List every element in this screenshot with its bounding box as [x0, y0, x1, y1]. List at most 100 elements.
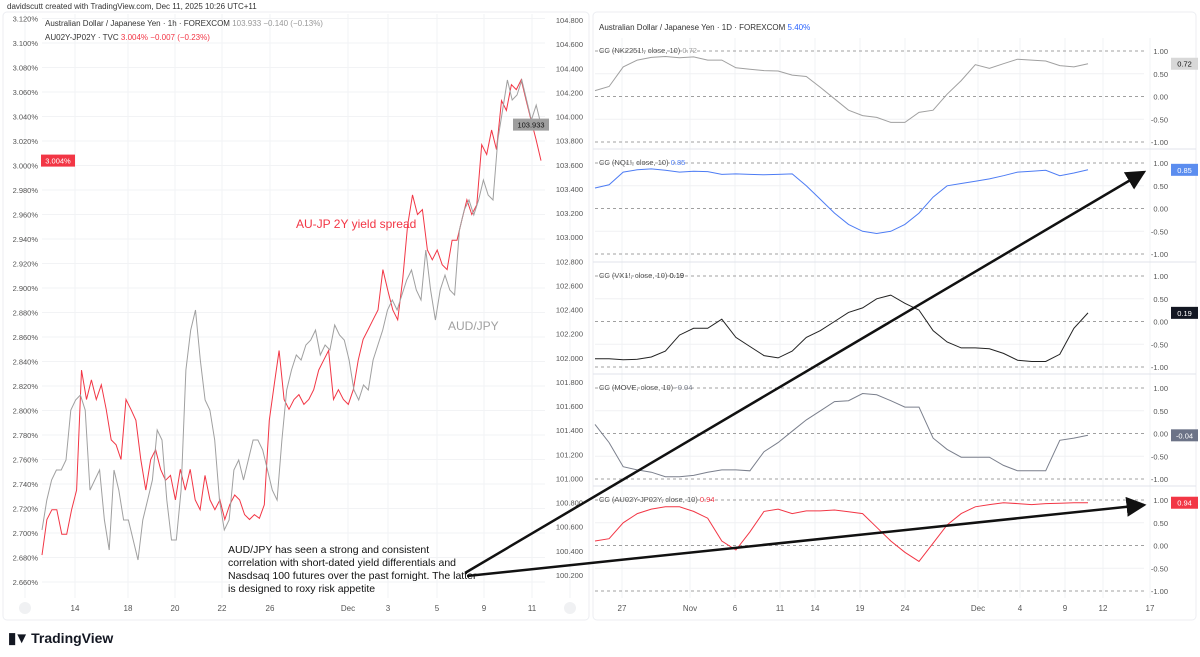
last-value-tag-text: -0.04: [1176, 431, 1193, 440]
right-axis-tick-label: 101.400: [556, 426, 583, 435]
x-tick-label: 3: [386, 604, 391, 613]
right-axis-tick-label: 104.600: [556, 40, 583, 49]
nk225-pane-legend: CC (NK2251!, close, 10) 0.72: [599, 46, 697, 55]
right-axis-tick-label: 103.800: [556, 137, 583, 146]
y-tick-label: -1.00: [1151, 138, 1168, 147]
x-tick-label: 24: [901, 604, 910, 613]
legend-last: 3.004%: [120, 33, 149, 42]
right-axis-tick-label: 101.000: [556, 474, 583, 483]
y-tick-label: -1.00: [1151, 475, 1168, 484]
pane-legend-value: 0.94: [700, 495, 715, 504]
legend-change: −0.140 (−0.13%): [263, 19, 323, 28]
x-tick-label: 27: [618, 604, 627, 613]
left-axis-tick-label: 2.900%: [13, 284, 39, 293]
x-tick-label: 14: [71, 604, 80, 613]
y-tick-label: 1.00: [1153, 47, 1168, 56]
arrow-to-nq-correlation: [464, 170, 1147, 575]
left-axis-tick-label: 2.960%: [13, 211, 39, 220]
right-axis-tick-label: 104.400: [556, 64, 583, 73]
right-axis-tick-label: 102.800: [556, 257, 583, 266]
left-axis-tick-label: 2.680%: [13, 554, 39, 563]
x-tick-label: 19: [856, 604, 865, 613]
left-axis-tick-label: 3.120%: [13, 15, 39, 24]
legend-symbol: Australian Dollar / Japanese Yen · 1h · …: [45, 19, 230, 28]
right-axis-tick-label: 102.400: [556, 306, 583, 315]
y-tick-label: 0.00: [1153, 430, 1168, 439]
right-axis-tick-label: 104.000: [556, 113, 583, 122]
left-axis-tick-label: 2.940%: [13, 235, 39, 244]
y-tick-label: 0.00: [1153, 542, 1168, 551]
left-axis-tick-label: 3.060%: [13, 88, 39, 97]
y-tick-label: -0.50: [1151, 340, 1168, 349]
x-tick-label: 5: [435, 604, 440, 613]
right-panel: [592, 11, 1197, 621]
legend-spread[interactable]: AU02Y-JP02Y · TVC 3.004% −0.007 (−0.23%): [45, 33, 210, 42]
y-tick-label: -1.00: [1151, 363, 1168, 372]
last-value-tag-audjpy: [513, 118, 549, 131]
left-axis-tick-label: 3.080%: [13, 64, 39, 73]
y-tick-label: 0.50: [1153, 295, 1168, 304]
left-axis-tick-label: 2.800%: [13, 407, 39, 416]
y-tick-label: 0.00: [1153, 318, 1168, 327]
au02y-jp02y-pane-legend: CC (AU02Y-JP02Y, close, 10) 0.94: [599, 495, 715, 504]
legend-last: 103.933: [232, 19, 262, 28]
nk225-correlation-line: [594, 55, 1089, 123]
right-axis-tick-label: 104.200: [556, 88, 583, 97]
spread-annotation: AU-JP 2Y yield spread: [296, 217, 417, 231]
y-tick-label: 0.50: [1153, 182, 1168, 191]
legend-change: −0.007 (−0.23%): [150, 33, 210, 42]
right-axis-tick-label: 103.600: [556, 161, 583, 170]
left-axis-tick-label: 2.780%: [13, 431, 39, 440]
left-axis-tick-label: 2.720%: [13, 505, 39, 514]
left-axis-tick-label: 2.980%: [13, 186, 39, 195]
right-axis-tick-label: 103.000: [556, 233, 583, 242]
last-value-tag-text: 0.72: [1177, 60, 1192, 69]
tradingview-mark-icon: ▮▼: [8, 630, 29, 647]
x-tick-label: 11: [776, 604, 785, 613]
right-axis-tick-label: 101.200: [556, 450, 583, 459]
y-tick-label: 1.00: [1153, 272, 1168, 281]
audjpy-annotation: AUD/JPY: [448, 319, 499, 333]
tradingview-logo[interactable]: ▮▼ TradingView: [8, 629, 113, 647]
left-axis-tick-label: 2.660%: [13, 578, 39, 587]
y-tick-label: -0.50: [1151, 564, 1168, 573]
y-tick-label: 0.50: [1153, 407, 1168, 416]
legend-daily[interactable]: Australian Dollar / Japanese Yen · 1D · …: [599, 23, 810, 32]
left-axis-tick-label: 3.020%: [13, 137, 39, 146]
note-annotation: AUD/JPY has seen a strong and consistent…: [228, 544, 477, 595]
last-value-tag-text: 0.85: [1177, 166, 1192, 175]
right-axis-tick-label: 101.600: [556, 402, 583, 411]
legend-audjpy[interactable]: Australian Dollar / Japanese Yen · 1h · …: [45, 19, 323, 28]
x-tick-label: Nov: [683, 604, 697, 613]
legend-change: 5.40%: [787, 23, 811, 32]
left-axis-tick-label: 3.000%: [13, 162, 39, 171]
y-tick-label: 0.00: [1153, 93, 1168, 102]
right-axis-tick-label: 102.200: [556, 330, 583, 339]
nq-pane-legend: CC (NQ1!, close, 10) 0.85: [599, 158, 685, 167]
scroll-left-button: [19, 602, 31, 614]
vx-last-value-tag: [1171, 306, 1198, 319]
x-tick-label: 18: [124, 604, 133, 613]
vx-pane-legend: CC (VX1!, close, 10) 0.19: [599, 271, 684, 280]
auto-scale-button: [564, 602, 576, 614]
y-tick-label: 0.50: [1153, 519, 1168, 528]
right-axis-tick-label: 100.600: [556, 523, 583, 532]
left-axis-tick-label: 2.860%: [13, 333, 39, 342]
x-tick-label: 9: [482, 604, 487, 613]
spread-series-line: [41, 78, 542, 556]
left-axis-tick-label: 2.700%: [13, 529, 39, 538]
move-pane-legend: CC (MOVE, close, 10) -0.04: [599, 383, 692, 392]
last-value-tag-text: 0.94: [1177, 499, 1192, 508]
last-value-tag-text: 0.19: [1177, 309, 1192, 318]
x-tick-label: 4: [1018, 604, 1023, 613]
x-tick-label: 12: [1099, 604, 1108, 613]
y-tick-label: -0.50: [1151, 452, 1168, 461]
y-tick-label: -1.00: [1151, 250, 1168, 259]
x-tick-label: 22: [218, 604, 227, 613]
right-axis-tick-label: 102.000: [556, 354, 583, 363]
y-tick-label: -1.00: [1151, 587, 1168, 596]
x-tick-label: 20: [171, 604, 180, 613]
y-tick-label: -0.50: [1151, 115, 1168, 124]
move-correlation-line: [594, 392, 1089, 478]
